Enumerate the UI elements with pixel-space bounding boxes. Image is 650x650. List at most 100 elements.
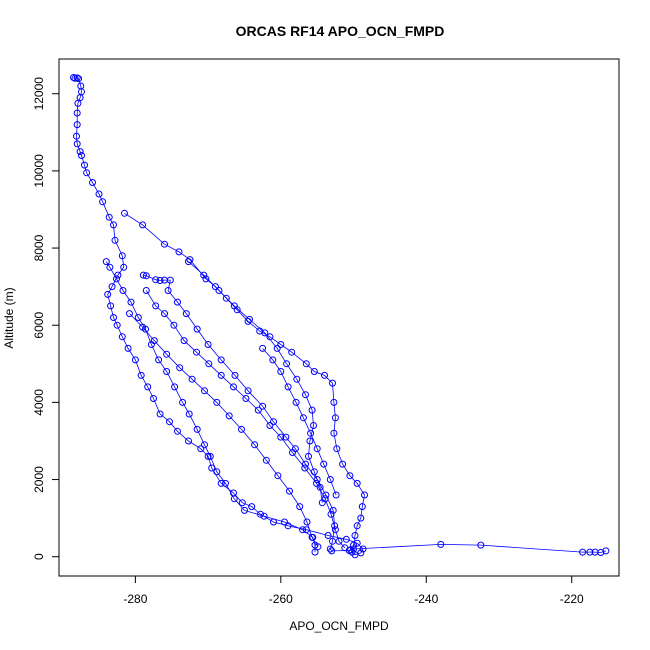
data-point bbox=[200, 271, 208, 279]
data-point bbox=[193, 425, 201, 433]
data-point bbox=[330, 398, 338, 406]
data-point bbox=[222, 479, 229, 487]
x-tick-label: -280 bbox=[123, 592, 147, 606]
data-point bbox=[299, 526, 307, 534]
data-point bbox=[308, 533, 316, 541]
data-point bbox=[273, 344, 281, 352]
data-point bbox=[306, 437, 314, 445]
data-point bbox=[185, 437, 192, 445]
data-point bbox=[76, 148, 84, 156]
data-point bbox=[213, 468, 221, 476]
data-point bbox=[270, 418, 277, 426]
x-tick-label: -260 bbox=[269, 592, 293, 606]
y-tick-label: 8000 bbox=[32, 234, 46, 261]
data-point bbox=[127, 298, 135, 306]
data-point bbox=[346, 472, 354, 480]
data-point bbox=[586, 548, 594, 556]
data-point bbox=[238, 425, 245, 433]
data-series bbox=[70, 74, 610, 559]
data-point bbox=[150, 395, 157, 402]
data-point bbox=[357, 514, 365, 522]
data-point bbox=[307, 429, 315, 437]
data-point bbox=[114, 271, 122, 279]
data-point bbox=[238, 499, 246, 507]
data-point bbox=[120, 263, 128, 271]
x-axis: -280 -260 -240 -220 bbox=[123, 575, 584, 606]
data-point bbox=[259, 402, 267, 410]
data-point bbox=[326, 545, 334, 553]
data-point bbox=[131, 356, 139, 364]
data-point bbox=[361, 491, 368, 499]
data-point bbox=[313, 476, 321, 483]
data-point bbox=[284, 383, 292, 391]
data-point bbox=[73, 109, 81, 117]
data-point bbox=[277, 341, 285, 348]
data-point bbox=[118, 333, 126, 341]
plot-frame bbox=[58, 58, 620, 577]
data-point bbox=[204, 452, 212, 460]
data-point bbox=[262, 456, 270, 464]
data-point bbox=[318, 499, 326, 507]
data-point bbox=[269, 356, 277, 364]
data-point bbox=[107, 302, 115, 310]
data-point bbox=[341, 544, 349, 552]
data-point bbox=[171, 383, 179, 391]
series-line bbox=[262, 348, 337, 496]
data-point bbox=[124, 344, 132, 352]
data-point bbox=[324, 532, 332, 539]
y-tick-label: 10000 bbox=[32, 154, 46, 188]
data-point bbox=[185, 410, 193, 418]
data-point bbox=[139, 221, 147, 229]
data-point bbox=[142, 287, 150, 294]
data-point bbox=[166, 418, 173, 426]
data-point bbox=[246, 315, 253, 323]
data-point bbox=[327, 510, 335, 518]
data-point bbox=[311, 548, 319, 556]
data-point bbox=[231, 371, 239, 379]
series-line bbox=[143, 274, 607, 553]
data-point bbox=[320, 460, 328, 468]
y-tick-label: 0 bbox=[32, 553, 46, 560]
data-point bbox=[95, 190, 103, 198]
data-point bbox=[164, 287, 172, 294]
data-point bbox=[150, 337, 158, 345]
data-point bbox=[330, 429, 338, 437]
data-point bbox=[113, 275, 120, 283]
data-point bbox=[106, 263, 114, 271]
data-point bbox=[134, 314, 142, 321]
data-point bbox=[329, 379, 336, 387]
data-point bbox=[292, 398, 300, 406]
data-point bbox=[73, 74, 81, 82]
data-point bbox=[217, 371, 225, 379]
data-point bbox=[161, 240, 168, 248]
data-point bbox=[74, 99, 82, 107]
data-point bbox=[244, 387, 252, 395]
data-point bbox=[215, 287, 223, 294]
data-point bbox=[211, 283, 219, 291]
data-point bbox=[156, 410, 164, 418]
data-point bbox=[152, 302, 160, 310]
data-point bbox=[156, 277, 164, 284]
series-line bbox=[129, 313, 319, 547]
data-point bbox=[254, 406, 262, 414]
data-point bbox=[175, 248, 183, 256]
data-point bbox=[110, 314, 117, 321]
series-line bbox=[73, 77, 365, 556]
data-point bbox=[310, 422, 317, 429]
data-point bbox=[302, 460, 309, 468]
data-point bbox=[89, 179, 96, 186]
data-point bbox=[185, 258, 192, 266]
data-point bbox=[241, 506, 248, 514]
data-point bbox=[350, 545, 357, 553]
data-point bbox=[126, 310, 133, 318]
data-point bbox=[83, 169, 91, 177]
series-line bbox=[188, 261, 323, 503]
data-point bbox=[335, 537, 343, 545]
data-point bbox=[579, 548, 587, 556]
data-point bbox=[81, 161, 88, 169]
data-point bbox=[217, 356, 225, 364]
data-point bbox=[75, 75, 83, 83]
y-tick-label: 12000 bbox=[32, 77, 46, 111]
data-point bbox=[316, 483, 324, 491]
